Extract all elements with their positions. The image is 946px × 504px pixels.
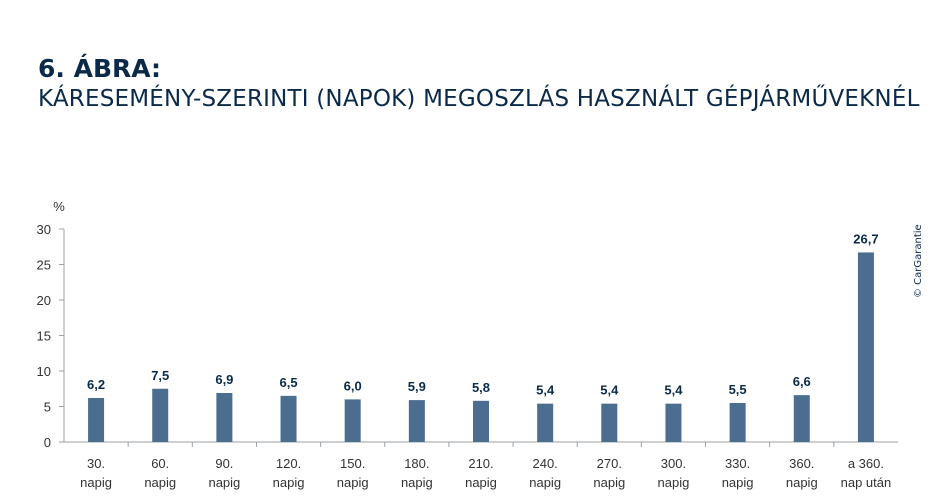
bar-value-label: 6,0 — [344, 378, 362, 393]
bar — [88, 397, 105, 442]
x-tick-label: 270. — [597, 456, 622, 471]
x-tick-label: napig — [208, 475, 240, 490]
bar — [473, 400, 489, 442]
bar-value-label: 5,4 — [664, 383, 683, 398]
x-tick-label: a 360. — [848, 456, 884, 471]
x-tick-label: napig — [529, 475, 561, 490]
bar — [537, 403, 554, 442]
x-tick-label: napig — [337, 475, 369, 490]
chart-heading: 6. ÁBRA: KÁRESEMÉNY-SZERINTI (NAPOK) MEG… — [38, 54, 920, 114]
x-tick-label: 210. — [468, 456, 493, 471]
x-tick-label: 300. — [661, 456, 686, 471]
bar — [216, 393, 233, 442]
x-tick-label: 360. — [789, 456, 814, 471]
y-tick-label: 5 — [44, 400, 51, 415]
bar — [793, 395, 810, 442]
bar-value-label: 7,5 — [151, 368, 169, 383]
bar — [408, 400, 425, 442]
y-tick-label: 25 — [37, 258, 51, 273]
bar — [729, 402, 746, 442]
copyright-credit: © CarGarantie — [913, 224, 924, 298]
bar-value-label: 5,9 — [408, 379, 426, 394]
bar — [344, 399, 361, 442]
y-tick-label: 15 — [37, 329, 51, 344]
y-tick-label: 10 — [37, 364, 51, 379]
x-tick-label: 330. — [725, 456, 750, 471]
y-axis-unit-label: % — [53, 199, 65, 214]
x-tick-label: napig — [401, 475, 433, 490]
x-tick-label: 240. — [532, 456, 557, 471]
x-tick-label: 30. — [87, 456, 105, 471]
chart-title: KÁRESEMÉNY-SZERINTI (NAPOK) MEGOSZLÁS HA… — [38, 86, 920, 112]
x-tick-label: 150. — [340, 456, 365, 471]
x-tick-label: nap után — [841, 475, 892, 490]
bar-value-label: 6,2 — [87, 377, 105, 392]
bar-value-label: 6,6 — [793, 374, 811, 389]
x-tick-label: napig — [722, 475, 754, 490]
y-tick-label: 0 — [44, 435, 51, 450]
bar-value-label: 6,9 — [215, 372, 233, 387]
bar — [601, 403, 618, 442]
bar-value-label: 5,4 — [600, 383, 619, 398]
y-tick-label: 30 — [37, 222, 51, 237]
x-tick-label: napig — [593, 475, 625, 490]
y-tick-label: 20 — [37, 293, 51, 308]
bar-value-label: 5,5 — [729, 382, 747, 397]
bar-value-label: 26,7 — [853, 231, 878, 246]
x-tick-label: napig — [465, 475, 497, 490]
bar — [280, 395, 297, 442]
bar-value-label: 5,8 — [472, 380, 490, 395]
x-tick-label: 120. — [276, 456, 301, 471]
bar-value-label: 6,5 — [279, 375, 297, 390]
bar — [665, 403, 682, 442]
bar — [152, 388, 169, 442]
x-tick-label: 90. — [215, 456, 233, 471]
bar — [857, 252, 874, 442]
x-tick-label: 60. — [151, 456, 169, 471]
x-tick-label: 180. — [404, 456, 429, 471]
bar-value-label: 5,4 — [536, 383, 555, 398]
x-tick-label: napig — [144, 475, 176, 490]
figure-number: 6. ÁBRA: — [38, 54, 162, 83]
x-tick-label: napig — [786, 475, 818, 490]
x-tick-label: napig — [80, 475, 112, 490]
x-tick-label: napig — [658, 475, 690, 490]
x-tick-label: napig — [273, 475, 305, 490]
